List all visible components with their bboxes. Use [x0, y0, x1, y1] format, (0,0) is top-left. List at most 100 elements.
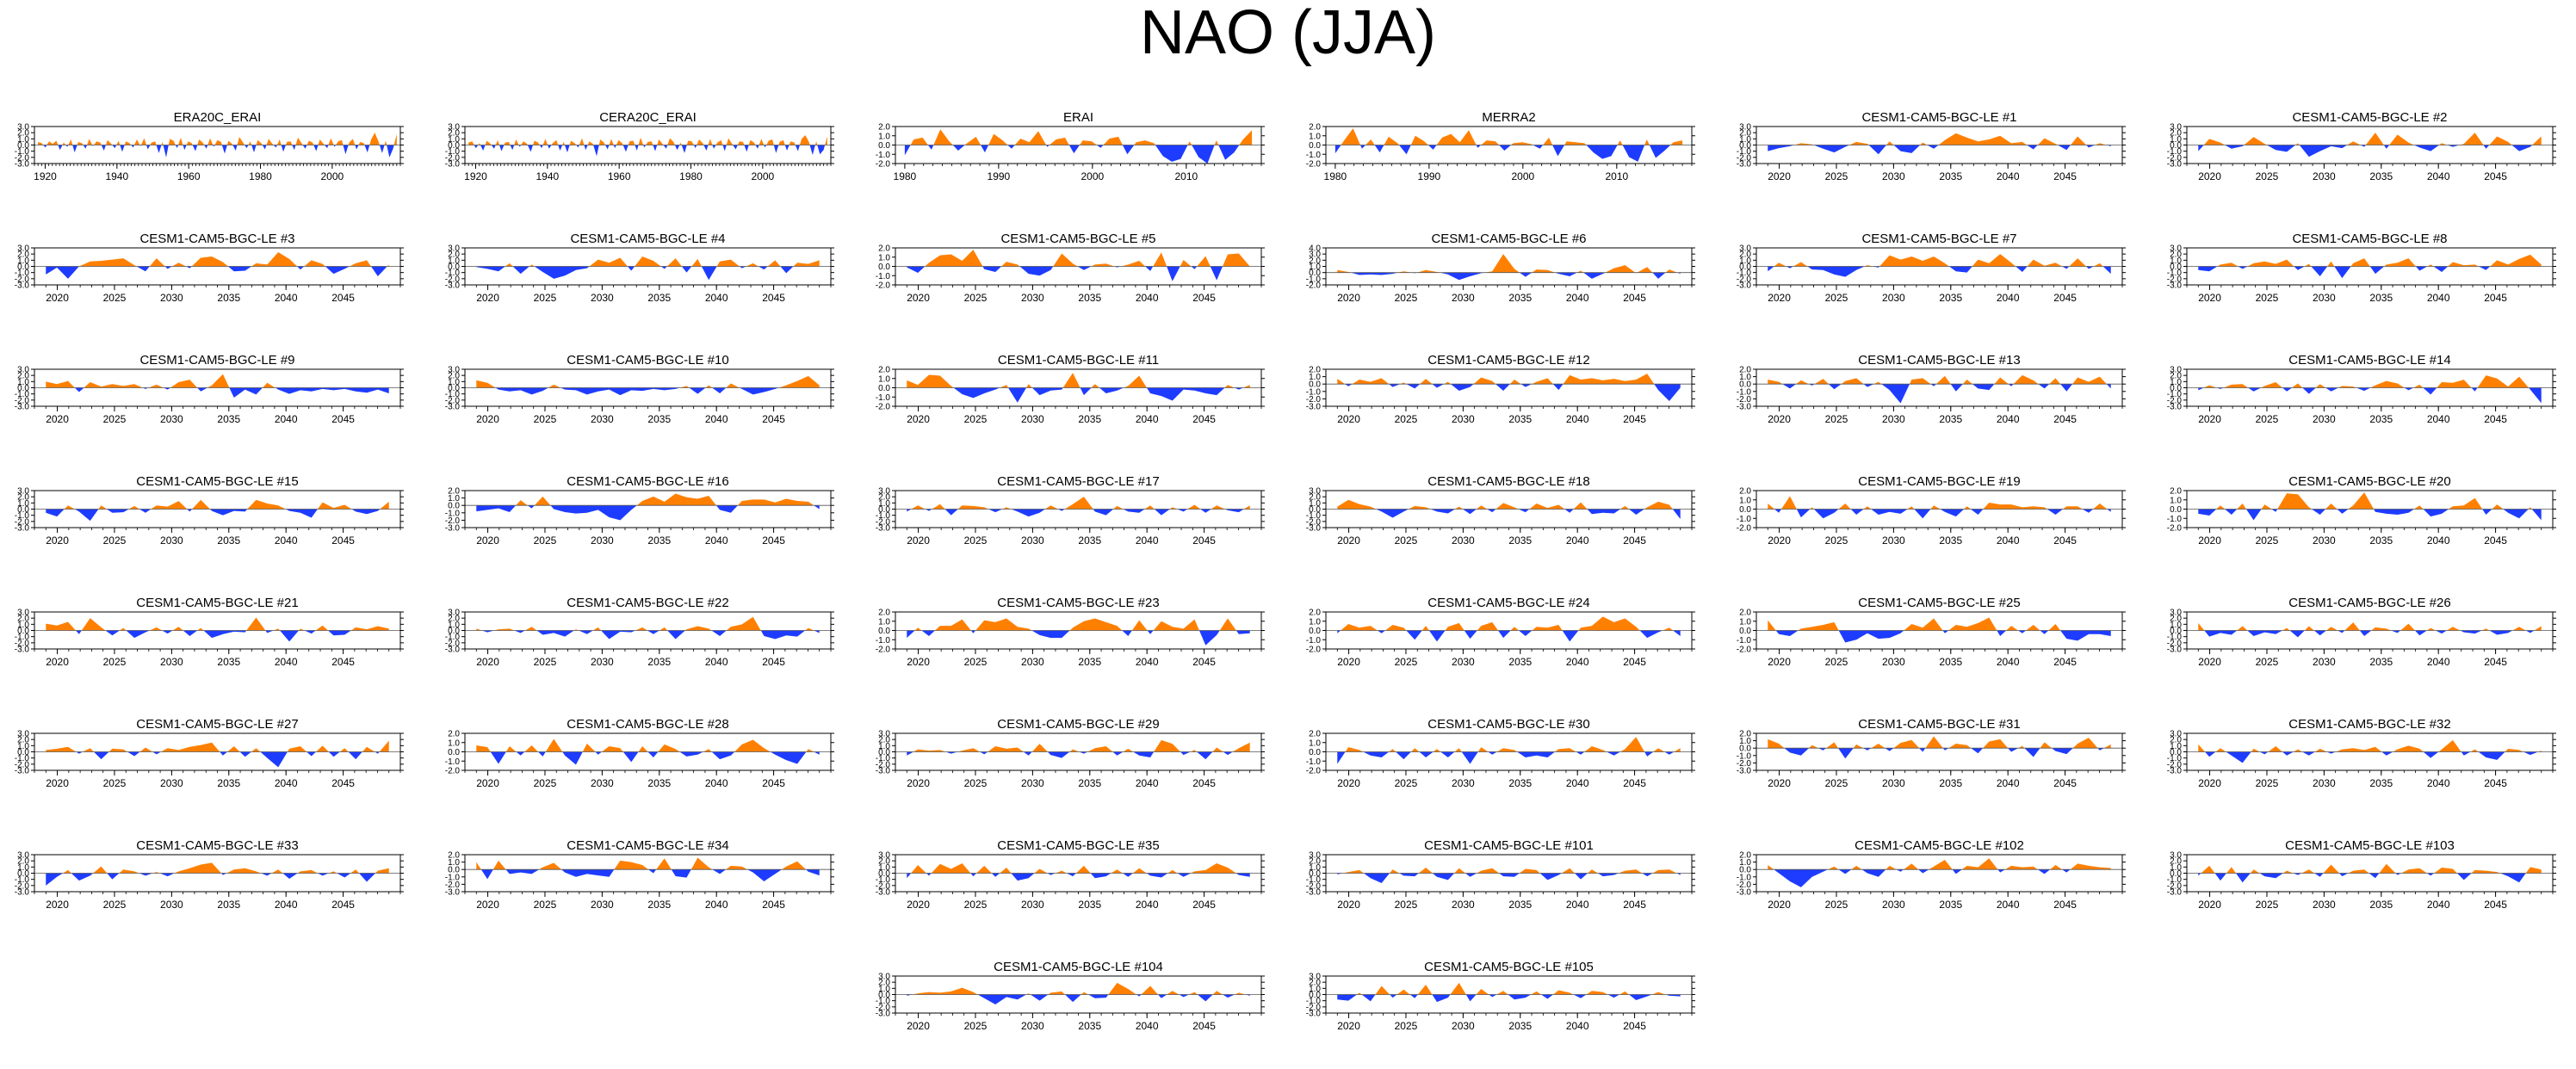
y-tick-label: 3.0	[448, 244, 460, 254]
chart-panel: CESM1-CAM5-BGC-LE #102 2.01.00.0-1.0-2.0-…	[1737, 838, 2126, 911]
x-tick-label: 2040	[1136, 899, 1159, 911]
y-tick-label: 2.0	[448, 730, 460, 739]
y-tick-label: -1.0	[15, 511, 30, 521]
x-tick-label: 2030	[1882, 170, 1905, 182]
y-tick-label: 0.0	[1309, 991, 1321, 1000]
positive-area	[476, 375, 820, 388]
x-tick-label: 2025	[1395, 656, 1418, 668]
x-tick-label: 2045	[2053, 413, 2077, 425]
y-tick-label: 1.0	[448, 738, 460, 748]
y-tick-label: -2.0	[2167, 153, 2183, 163]
y-tick-label: -1.0	[445, 269, 461, 278]
x-tick-label: 2035	[2369, 534, 2393, 547]
x-tick-label: 2045	[331, 292, 355, 304]
x-tick-label: 2045	[1623, 413, 1646, 425]
y-tick-label: -1.0	[876, 875, 891, 885]
x-tick-label: 2010	[1174, 170, 1198, 182]
y-tick-label: -1.0	[1737, 636, 1752, 646]
y-tick-label: -3.0	[445, 160, 461, 170]
y-tick-label: -3.0	[1737, 403, 1752, 412]
y-tick-label: -3.0	[15, 281, 30, 291]
y-tick-label: -2.0	[15, 760, 30, 769]
x-tick-label: 2045	[762, 656, 785, 668]
x-tick-label: 2025	[1395, 1020, 1418, 1032]
chart-panel: CESM1-CAM5-BGC-LE #12 2.01.00.0-1.0-2.0-3…	[1306, 353, 1695, 425]
x-tick-label: 2040	[1566, 1020, 1589, 1032]
x-tick-label: 2040	[1566, 777, 1589, 789]
negative-area	[907, 509, 1244, 517]
x-tick-label: 2040	[1566, 656, 1589, 668]
x-tick-label: 2030	[1021, 292, 1044, 304]
negative-area	[476, 505, 820, 521]
y-tick-label: -3.0	[1737, 160, 1752, 170]
y-tick-label: 1.0	[17, 135, 29, 145]
y-tick-label: 2.0	[448, 615, 460, 624]
y-tick-label: -2.0	[876, 1003, 891, 1012]
y-tick-label: 2.0	[878, 979, 890, 988]
x-tick-label: 2045	[331, 534, 355, 547]
y-tick-label: -2.0	[876, 281, 891, 291]
y-tick-label: 2.0	[878, 609, 890, 618]
panel-title: CESM1-CAM5-BGC-LE #34	[567, 838, 728, 853]
x-tick-label: 2030	[1882, 413, 1905, 425]
y-tick-label: 1.0	[1309, 132, 1321, 141]
x-tick-label: 2040	[1997, 899, 2020, 911]
x-tick-label: 2040	[2427, 534, 2450, 547]
x-tick-label: 2035	[2369, 899, 2393, 911]
panel-title: CESM1-CAM5-BGC-LE #9	[139, 353, 294, 368]
y-tick-label: -2.0	[1737, 759, 1752, 769]
panel-title: CESM1-CAM5-BGC-LE #30	[1427, 717, 1589, 732]
x-tick-label: 2030	[1882, 534, 1905, 547]
x-tick-label: 2020	[1768, 292, 1791, 304]
negative-area	[1337, 751, 1675, 764]
negative-area	[474, 145, 826, 157]
x-tick-label: 2025	[1395, 899, 1418, 911]
x-tick-label: 2030	[591, 899, 614, 911]
x-tick-label: 2000	[1081, 170, 1104, 182]
x-tick-label: 2020	[907, 292, 930, 304]
y-tick-label: -1.0	[1306, 151, 1322, 160]
x-tick-label: 2035	[647, 899, 671, 911]
y-tick-label: 0.0	[448, 141, 460, 151]
y-tick-label: 0.0	[878, 869, 890, 879]
y-tick-label: -1.0	[876, 151, 891, 160]
x-tick-label: 2040	[275, 413, 298, 425]
panel-title: CESM1-CAM5-BGC-LE #21	[136, 596, 298, 610]
y-tick-label: -2.0	[445, 881, 461, 890]
y-tick-label: -1.0	[2167, 515, 2183, 524]
y-tick-label: -1.0	[2167, 147, 2183, 157]
x-tick-label: 2020	[1337, 292, 1360, 304]
y-tick-label: -2.0	[15, 153, 30, 163]
y-tick-label: -2.0	[1306, 1003, 1322, 1012]
y-tick-label: -3.0	[2167, 281, 2183, 291]
x-tick-label: 2020	[46, 292, 69, 304]
y-tick-label: -1.0	[1737, 269, 1752, 278]
x-tick-label: 2035	[647, 413, 671, 425]
x-tick-label: 2035	[647, 656, 671, 668]
y-tick-label: 2.0	[2170, 857, 2182, 867]
x-tick-label: 2040	[705, 899, 728, 911]
panel-title: CESM1-CAM5-BGC-LE #33	[136, 838, 298, 853]
y-tick-label: -2.0	[1306, 395, 1322, 405]
y-tick-label: 2.0	[1309, 256, 1321, 266]
y-tick-label: 1.0	[1739, 496, 1751, 505]
y-tick-label: 0.0	[878, 141, 890, 151]
x-tick-label: 1940	[536, 170, 559, 182]
y-tick-label: 1.0	[17, 499, 29, 509]
negative-area	[907, 266, 1223, 281]
y-tick-label: 2.0	[1739, 487, 1751, 497]
negative-area	[1376, 509, 1681, 519]
x-tick-label: 2035	[2369, 656, 2393, 668]
y-tick-label: -1.0	[445, 390, 461, 399]
y-tick-label: -3.0	[1737, 888, 1752, 898]
x-tick-label: 2020	[1337, 777, 1360, 789]
x-tick-label: 2025	[2256, 413, 2279, 425]
y-tick-label: -3.0	[2167, 888, 2183, 898]
y-tick-label: 1.0	[878, 132, 890, 141]
x-tick-label: 2040	[1136, 413, 1159, 425]
y-tick-label: 0.0	[1739, 627, 1751, 636]
x-tick-label: 2025	[534, 656, 557, 668]
y-tick-label: 2.0	[878, 736, 890, 745]
y-tick-label: -2.0	[876, 403, 891, 412]
y-tick-label: -2.0	[1306, 281, 1322, 291]
